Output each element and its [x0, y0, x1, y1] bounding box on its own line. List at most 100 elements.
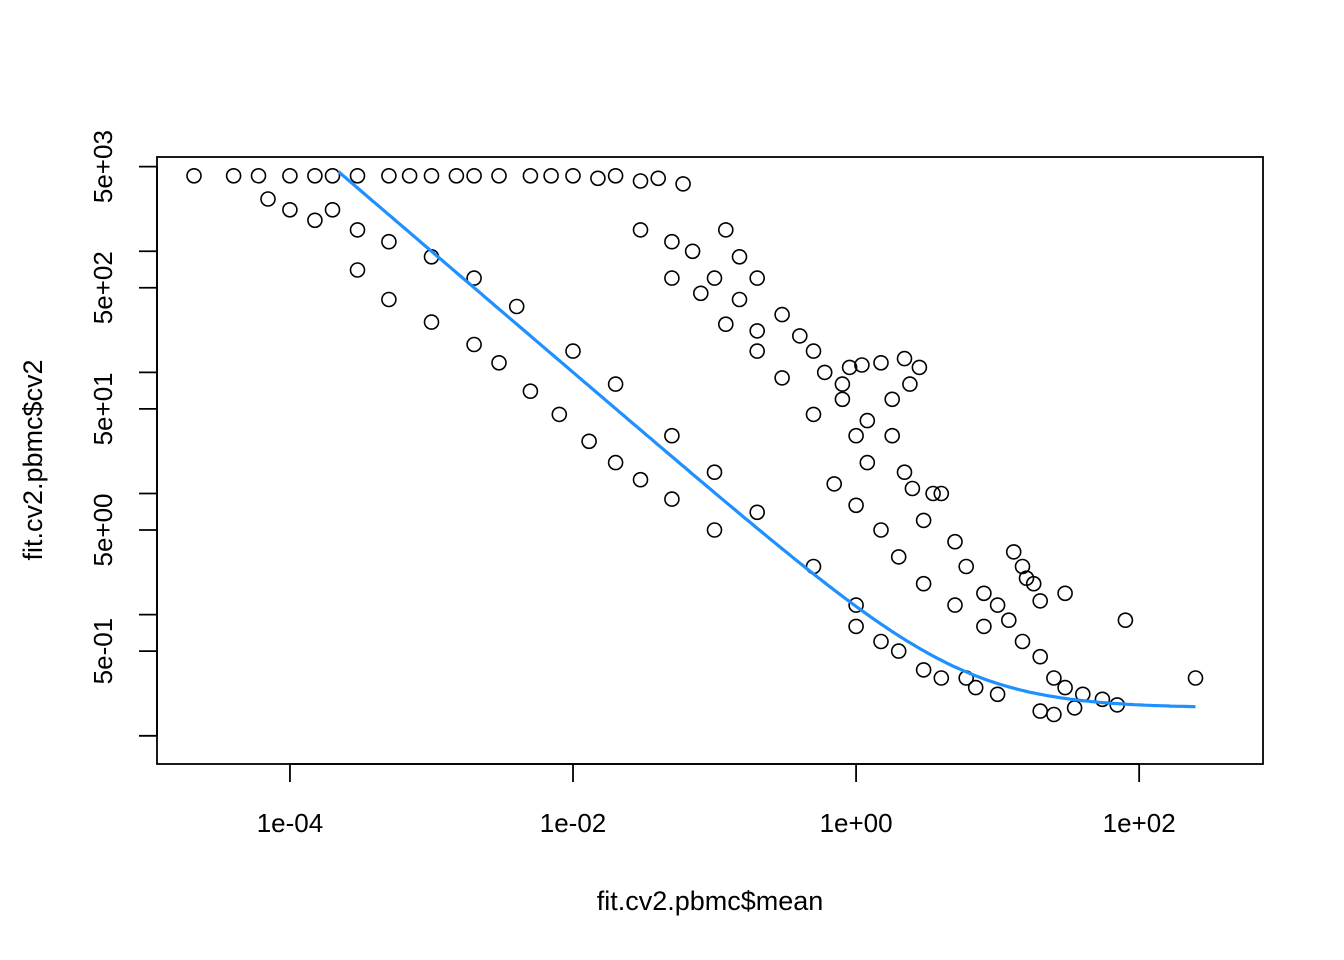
- data-point: [324, 202, 341, 218]
- data-point: [706, 464, 723, 481]
- data-point: [731, 291, 748, 308]
- y-tick-label: 5e+01: [88, 372, 118, 445]
- data-point: [1032, 648, 1048, 665]
- x-axis: 1e-04 1e-02 1e+00 1e+02: [257, 763, 1176, 838]
- data-point: [692, 285, 709, 302]
- x-tick-label: 1e-02: [540, 808, 607, 838]
- x-tick-label: 1e-04: [257, 808, 324, 838]
- data-point: [423, 168, 440, 184]
- data-point: [848, 618, 864, 635]
- data-point: [1187, 670, 1204, 686]
- data-point: [834, 391, 851, 408]
- y-axis: 5e-01 5e+00 5e+01 5e+02 5e+03: [88, 130, 158, 737]
- data-point: [717, 222, 734, 238]
- data-point: [282, 202, 298, 218]
- data-point: [664, 491, 680, 507]
- x-tick-label: 1e+02: [1103, 808, 1176, 838]
- data-point: [607, 168, 624, 184]
- data-point: [675, 176, 691, 192]
- data-point: [884, 391, 901, 408]
- data-point: [989, 597, 1006, 613]
- data-point: [401, 168, 418, 184]
- plot-frame: [156, 156, 1264, 765]
- data-point: [848, 597, 864, 613]
- data-point: [749, 323, 766, 339]
- data-point: [1014, 558, 1031, 575]
- data-point: [989, 686, 1006, 703]
- y-tick-label: 5e-01: [88, 618, 118, 685]
- data-point: [466, 336, 482, 353]
- y-tick-label: 5e+03: [88, 130, 118, 203]
- data-point: [565, 343, 581, 359]
- data-point: [1018, 570, 1035, 587]
- data-point: [1066, 700, 1083, 716]
- data-point: [902, 376, 918, 392]
- data-point: [448, 168, 465, 184]
- data-point: [581, 433, 597, 450]
- data-point: [958, 558, 975, 575]
- data-point: [884, 427, 901, 444]
- data-point: [890, 643, 907, 659]
- data-point: [805, 406, 822, 423]
- data-point: [896, 350, 913, 367]
- data-point: [848, 497, 864, 514]
- y-tick-label: 5e+00: [88, 493, 118, 566]
- data-point: [381, 168, 397, 184]
- data-point: [834, 376, 851, 392]
- data-point: [664, 270, 680, 286]
- data-point: [848, 427, 864, 444]
- data-point: [349, 222, 366, 238]
- data-point: [324, 168, 341, 184]
- data-point: [1005, 544, 1022, 560]
- data-point: [915, 575, 932, 592]
- data-point: [904, 480, 921, 497]
- data-point: [976, 618, 992, 635]
- data-point: [307, 212, 323, 229]
- data-point: [873, 354, 889, 371]
- data-point: [250, 168, 267, 184]
- data-point: [543, 168, 559, 184]
- data-point: [1117, 612, 1134, 629]
- data-point: [1057, 585, 1073, 602]
- data-point: [684, 243, 701, 260]
- data-point: [841, 359, 858, 376]
- data-point: [1046, 706, 1062, 723]
- data-point: [260, 191, 276, 207]
- data-point: [717, 316, 734, 333]
- data-point: [349, 168, 366, 184]
- data-point: [491, 354, 507, 371]
- data-point: [933, 670, 950, 686]
- data-point: [1000, 612, 1017, 629]
- data-point: [508, 298, 525, 315]
- x-axis-label: fit.cv2.pbmc$mean: [597, 886, 824, 916]
- data-point: [522, 168, 539, 184]
- data-point: [551, 406, 568, 423]
- data-point: [731, 248, 748, 265]
- data-point: [632, 222, 649, 238]
- data-point: [915, 662, 932, 678]
- data-point: [565, 168, 581, 184]
- data-point: [774, 306, 790, 323]
- data-point: [1032, 703, 1048, 719]
- data-point: [225, 168, 242, 184]
- data-point: [873, 633, 889, 650]
- data-point: [632, 173, 649, 189]
- data-point: [1094, 691, 1111, 708]
- data-point: [423, 314, 440, 330]
- fit-curve: [337, 170, 1196, 709]
- data-point: [749, 270, 766, 286]
- data-point: [381, 233, 397, 250]
- data-point: [749, 504, 766, 521]
- data-point: [933, 485, 950, 502]
- data-point: [854, 357, 870, 373]
- data-point: [805, 343, 822, 359]
- data-point: [947, 597, 963, 613]
- data-point: [859, 454, 876, 471]
- data-point: [466, 168, 482, 184]
- data-point: [1057, 679, 1073, 696]
- data-point: [590, 170, 606, 187]
- data-point: [381, 291, 397, 308]
- data-point: [826, 476, 843, 492]
- data-point: [706, 522, 723, 538]
